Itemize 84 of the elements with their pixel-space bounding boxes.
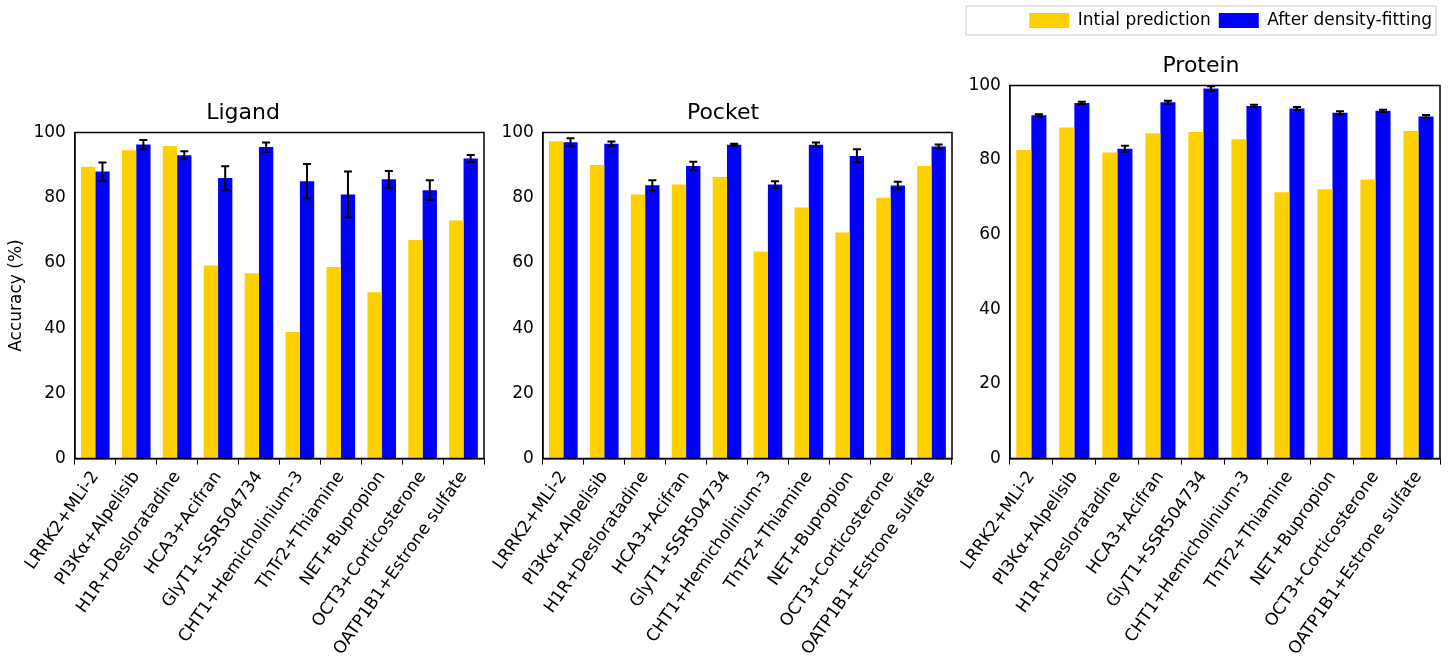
- bar: [1274, 192, 1290, 459]
- y-tick-label: 80: [44, 186, 66, 207]
- y-tick-label: 0: [990, 447, 1001, 468]
- bar: [1188, 132, 1204, 459]
- bar: [712, 177, 727, 459]
- y-tick-label: 60: [979, 223, 1001, 244]
- bar: [917, 166, 932, 459]
- y-tick-label: 20: [44, 381, 66, 402]
- bar: [1360, 179, 1376, 459]
- y-tick-label: 100: [33, 120, 66, 141]
- bar: [835, 232, 850, 459]
- y-tick-label: 40: [979, 297, 1001, 318]
- bar: [1102, 152, 1118, 459]
- bar: [794, 207, 809, 459]
- bar: [1418, 116, 1434, 459]
- bar: [1203, 88, 1219, 459]
- bar: [876, 197, 891, 459]
- bar: [381, 179, 397, 459]
- y-tick-label: 100: [501, 120, 534, 141]
- bar: [1160, 102, 1176, 459]
- bar: [1074, 102, 1090, 459]
- bar: [563, 142, 578, 459]
- bar: [753, 251, 768, 459]
- bar: [686, 166, 701, 459]
- bar: [849, 155, 865, 459]
- bar: [1231, 139, 1247, 459]
- y-tick-label: 20: [979, 372, 1001, 393]
- bar: [808, 144, 824, 459]
- bar: [726, 144, 742, 459]
- bar: [549, 141, 564, 459]
- bar: [1289, 108, 1305, 459]
- bar: [95, 171, 110, 459]
- bar: [463, 158, 478, 459]
- legend-label: After density-fitting: [1267, 8, 1433, 29]
- bar: [604, 143, 619, 459]
- y-tick-label: 80: [512, 186, 534, 207]
- bar: [203, 265, 219, 459]
- y-tick-label: 60: [44, 251, 66, 272]
- bar: [449, 220, 464, 459]
- bar: [422, 190, 437, 459]
- bar: [1317, 189, 1333, 459]
- chart-title: Protein: [1162, 51, 1240, 77]
- y-tick-label: 100: [968, 73, 1001, 94]
- bar: [1016, 149, 1032, 459]
- bar: [767, 184, 783, 459]
- bar: [121, 150, 137, 459]
- y-tick-label: 0: [55, 447, 66, 468]
- bar: [671, 184, 687, 459]
- bar: [1375, 110, 1391, 459]
- bar: [367, 292, 382, 459]
- y-tick-label: 40: [512, 316, 534, 337]
- y-tick-label: 80: [979, 148, 1001, 169]
- bar: [890, 185, 905, 459]
- bar: [931, 146, 946, 459]
- chart-title: Ligand: [206, 98, 280, 124]
- bar: [1059, 127, 1075, 459]
- bar: [408, 240, 423, 459]
- bar: [326, 267, 341, 459]
- bar: [244, 273, 259, 459]
- bar: [340, 194, 356, 459]
- bar: [645, 185, 660, 459]
- chart-title: Pocket: [686, 98, 760, 124]
- bar: [1117, 148, 1133, 459]
- bar: [177, 155, 192, 459]
- bar: [589, 165, 605, 459]
- bar: [630, 194, 646, 459]
- bar: [1031, 115, 1047, 459]
- bar: [285, 332, 300, 459]
- bar: [1145, 133, 1161, 459]
- bar: [136, 144, 151, 459]
- bar: [1403, 130, 1419, 459]
- y-tick-label: 60: [512, 251, 534, 272]
- y-tick-label: 0: [523, 447, 534, 468]
- bar: [1332, 112, 1348, 459]
- y-tick-label: 40: [44, 316, 66, 337]
- bar: [299, 181, 315, 459]
- bar: [258, 147, 274, 459]
- bar: [1246, 105, 1262, 459]
- bar: [162, 146, 178, 459]
- bar: [80, 166, 96, 459]
- y-tick-label: 20: [512, 381, 534, 402]
- bar: [218, 178, 233, 459]
- legend-label: Intial prediction: [1077, 8, 1211, 29]
- y-axis-title: Accuracy (%): [4, 239, 25, 352]
